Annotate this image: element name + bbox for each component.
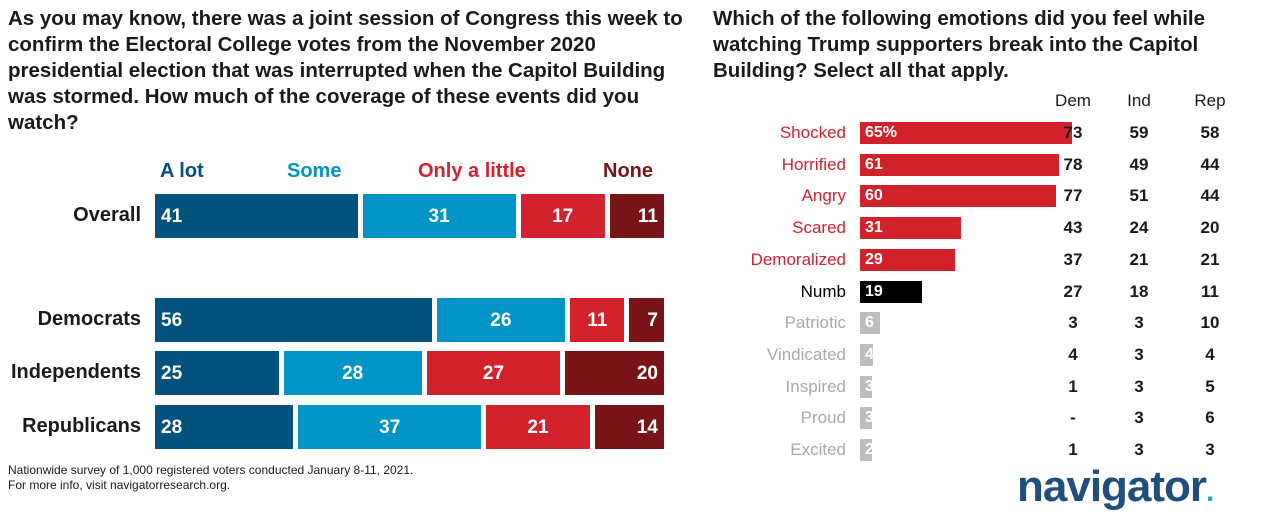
bar-democrats-a-lot: 56: [155, 298, 432, 342]
cell-scared-ind: 24: [1129, 218, 1149, 238]
legend-only-a-little: Only a little: [418, 160, 526, 182]
emotion-bar-patriotic: 6: [860, 312, 880, 335]
cell-demoralized-rep: 21: [1200, 249, 1220, 269]
emotion-label-angry: Angry: [801, 186, 846, 206]
emotion-bar-numb: 19: [860, 280, 922, 303]
bar-independents-a-lot: 25: [155, 351, 279, 395]
row-label-republicans: Republicans: [22, 415, 141, 437]
legend-a-lot: A lot: [160, 160, 204, 182]
cell-shocked-rep: 58: [1200, 123, 1220, 142]
cell-angry-dem: 77: [1063, 186, 1083, 206]
emotion-bar-scared: 31: [860, 217, 962, 240]
emotion-bar-horrified: 61: [860, 153, 1059, 176]
legend-none: None: [603, 160, 653, 182]
bar-democrats-none: 7: [629, 298, 664, 342]
cell-vindicated-rep: 4: [1205, 344, 1215, 364]
cell-excited-dem: 1: [1068, 440, 1078, 459]
cell-numb-rep: 11: [1201, 281, 1219, 301]
cell-shocked-dem: 73: [1063, 123, 1083, 142]
emotion-bar-excited: 2: [860, 439, 874, 461]
row-label-democrats: Democrats: [37, 308, 141, 330]
cell-proud-dem: -: [1070, 408, 1076, 428]
footnote-line-2: For more info, visit navigatorresearch.o…: [8, 478, 231, 492]
cell-inspired-dem: 1: [1068, 376, 1078, 396]
bar-overall-some: 31: [362, 194, 516, 238]
cell-excited-rep: 3: [1205, 440, 1215, 459]
logo-dot: .: [1206, 475, 1214, 508]
cell-demoralized-ind: 21: [1129, 249, 1149, 269]
cell-horrified-rep: 44: [1200, 154, 1220, 174]
cell-patriotic-rep: 10: [1200, 313, 1220, 333]
cell-patriotic-dem: 3: [1068, 313, 1078, 333]
cell-vindicated-dem: 4: [1068, 344, 1078, 364]
emotion-label-excited: Excited: [790, 440, 846, 459]
emotion-bar-vindicated: 4: [860, 343, 874, 366]
emotion-bar-proud: 3: [860, 407, 874, 430]
emotion-label-shocked: Shocked: [779, 123, 846, 142]
emotion-label-patriotic: Patriotic: [784, 313, 846, 333]
bar-independents-none: 20: [565, 351, 664, 395]
emotion-bar-shocked: 65%: [860, 122, 1072, 144]
cell-horrified-ind: 49: [1129, 154, 1149, 174]
cell-demoralized-dem: 37: [1063, 249, 1083, 269]
cell-scared-dem: 43: [1063, 218, 1083, 238]
right-question: Which of the following emotions did you …: [713, 7, 1205, 82]
bar-republicans-none: 14: [594, 405, 664, 449]
cell-proud-ind: 3: [1134, 408, 1144, 428]
footnote-line-1: Nationwide survey of 1,000 registered vo…: [8, 463, 414, 477]
bar-independents-only-a-little: 27: [426, 351, 561, 395]
column-header-rep: Rep: [1194, 91, 1226, 110]
emotion-bar-angry: 60: [860, 185, 1056, 208]
bar-republicans-a-lot: 28: [155, 405, 294, 449]
cell-inspired-ind: 3: [1134, 376, 1144, 396]
bar-overall-only-a-little: 17: [520, 194, 605, 238]
emotion-label-horrified: Horrified: [781, 154, 846, 174]
cell-vindicated-ind: 3: [1134, 344, 1144, 364]
footnote: Nationwide survey of 1,000 registered vo…: [8, 463, 413, 493]
left-question: As you may know, there was a joint sessi…: [8, 7, 683, 134]
legend-some: Some: [287, 160, 342, 182]
cell-excited-ind: 3: [1134, 440, 1144, 459]
bar-democrats-some: 26: [436, 298, 566, 342]
cell-angry-ind: 51: [1129, 186, 1149, 206]
cell-shocked-ind: 59: [1129, 123, 1149, 142]
row-label-independents: Independents: [10, 361, 141, 383]
bar-overall-a-lot: 41: [155, 194, 358, 238]
emotion-label-scared: Scared: [792, 218, 846, 238]
column-header-ind: Ind: [1127, 91, 1151, 110]
bar-overall-none: 11: [609, 194, 664, 238]
bar-republicans-some: 37: [298, 405, 482, 449]
cell-horrified-dem: 78: [1063, 154, 1083, 174]
emotion-bar-inspired: 3: [860, 375, 874, 398]
emotion-label-inspired: Inspired: [785, 376, 846, 396]
bar-republicans-only-a-little: 21: [486, 405, 590, 449]
emotion-bar-demoralized: 29: [860, 248, 955, 271]
row-label-overall: Overall: [73, 204, 141, 226]
logo-text: navigator: [1017, 462, 1207, 511]
emotion-label-vindicated: Vindicated: [766, 344, 846, 364]
cell-patriotic-ind: 3: [1134, 313, 1144, 333]
cell-proud-rep: 6: [1205, 408, 1215, 428]
bar-independents-some: 28: [283, 351, 422, 395]
cell-numb-dem: 27: [1063, 281, 1083, 301]
cell-scared-rep: 20: [1200, 218, 1220, 238]
column-header-dem: Dem: [1055, 91, 1091, 110]
navigator-logo: navigator.: [1017, 462, 1214, 512]
emotion-label-demoralized: Demoralized: [750, 249, 846, 269]
cell-numb-ind: 18: [1129, 281, 1149, 301]
cell-inspired-rep: 5: [1205, 376, 1215, 396]
bar-democrats-only-a-little: 11: [570, 298, 625, 342]
emotion-label-proud: Proud: [800, 408, 846, 428]
emotion-label-numb: Numb: [800, 281, 846, 301]
cell-angry-rep: 44: [1200, 186, 1220, 206]
